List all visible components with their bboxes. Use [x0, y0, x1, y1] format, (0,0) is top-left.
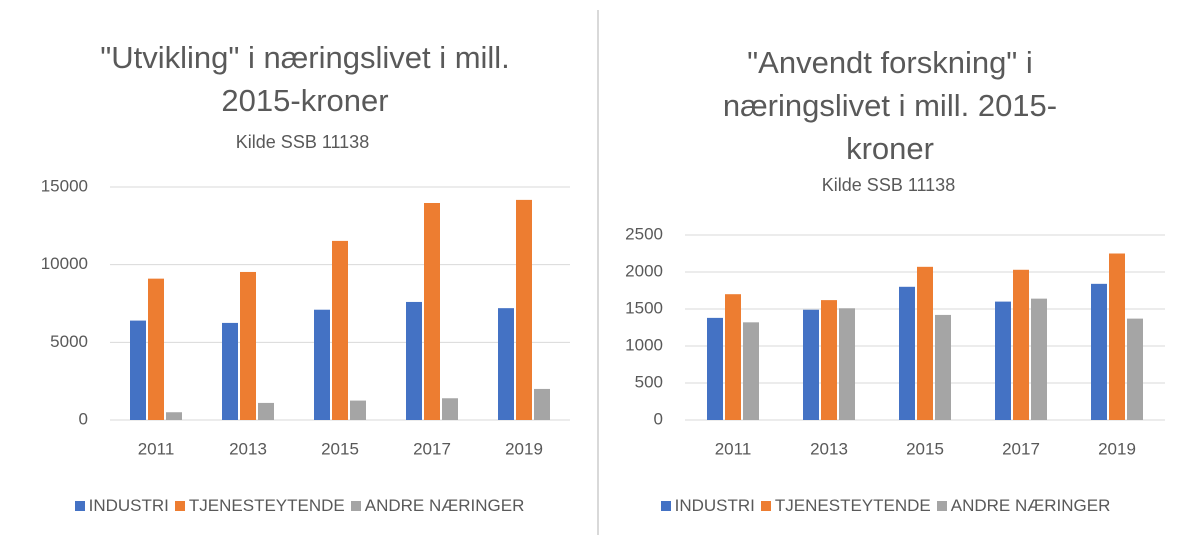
- bar: [148, 278, 164, 420]
- bar: [935, 314, 951, 420]
- legend: INDUSTRI TJENESTEYTENDE ANDRE NÆRINGER: [10, 496, 595, 516]
- legend-swatch: [660, 501, 671, 511]
- y-tick-label: 2000: [625, 261, 663, 280]
- chart: 0 500 1000 1500 2000 2500 2011 2013 2015 2017 2019: [625, 224, 1165, 458]
- bar: [406, 301, 422, 420]
- legend-item: TJENESTEYTENDE: [174, 496, 345, 515]
- x-tick-label: 2011: [715, 439, 752, 458]
- bar: [725, 294, 741, 420]
- legend-label: INDUSTRI: [674, 496, 755, 515]
- bar: [803, 309, 819, 420]
- bar: [240, 271, 256, 420]
- legend-label: TJENESTEYTENDE: [188, 496, 345, 515]
- chart: 0 5000 10000 15000 2011 2013 2015 2017 2019: [41, 176, 570, 458]
- legend-swatch: [174, 501, 185, 511]
- y-tick-label: 0: [654, 409, 663, 428]
- x-tick-label: 2019: [505, 439, 543, 458]
- bar: [1109, 253, 1125, 420]
- legend: INDUSTRI TJENESTEYTENDE ANDRE NÆRINGER: [600, 496, 1177, 516]
- bar: [166, 412, 182, 420]
- bar: [498, 308, 514, 420]
- x-tick-label: 2013: [229, 439, 267, 458]
- y-tick-label: 10000: [41, 254, 88, 273]
- bar: [995, 301, 1011, 420]
- x-tick-label: 2017: [413, 439, 451, 458]
- legend-item: TJENESTEYTENDE: [760, 496, 931, 515]
- bar: [314, 309, 330, 420]
- legend-item: ANDRE NÆRINGER: [350, 496, 525, 515]
- bar: [839, 308, 855, 420]
- x-tick-label: 2017: [1002, 439, 1040, 458]
- legend-swatch: [74, 501, 85, 511]
- chart-subtitle: Kilde SSB 11138: [235, 132, 370, 152]
- bar: [350, 400, 366, 420]
- bar: [442, 398, 458, 420]
- y-tick-label: 500: [635, 372, 663, 391]
- bar: [1031, 298, 1047, 420]
- x-tick-label: 2011: [138, 439, 175, 458]
- bar: [743, 322, 759, 420]
- bar: [332, 240, 348, 420]
- x-tick-label: 2013: [810, 439, 848, 458]
- y-tick-label: 5000: [50, 332, 88, 351]
- legend-swatch: [350, 501, 361, 511]
- bar: [516, 199, 532, 420]
- x-tick-label: 2015: [321, 439, 359, 458]
- bar: [258, 402, 274, 420]
- bar: [917, 266, 933, 420]
- y-tick-label: 0: [79, 409, 88, 428]
- bar: [424, 202, 440, 420]
- x-tick-label: 2019: [1098, 439, 1136, 458]
- bar: [707, 317, 723, 420]
- chart-subtitle: Kilde SSB 11138: [821, 175, 956, 195]
- y-tick-label: 1000: [625, 335, 663, 354]
- divider: [597, 10, 599, 535]
- y-tick-label: 15000: [41, 176, 88, 195]
- bar: [821, 300, 837, 420]
- legend-label: ANDRE NÆRINGER: [364, 496, 525, 515]
- legend-label: INDUSTRI: [88, 496, 169, 515]
- chart-panel: "Utvikling" i næringslivet i mill. 2015-…: [10, 10, 595, 535]
- bar: [130, 320, 146, 420]
- legend-swatch: [936, 501, 947, 511]
- y-tick-label: 2500: [625, 224, 663, 243]
- bar: [222, 322, 238, 420]
- x-tick-label: 2015: [906, 439, 944, 458]
- legend-label: TJENESTEYTENDE: [774, 496, 931, 515]
- bar: [899, 286, 915, 420]
- chart-title: "Utvikling" i næringslivet i mill. 2015-…: [100, 40, 510, 118]
- chart-title: "Anvendt forskning" i næringslivet i mil…: [722, 45, 1058, 166]
- chart-panel: "Anvendt forskning" i næringslivet i mil…: [600, 10, 1177, 535]
- legend-item: INDUSTRI: [74, 496, 169, 515]
- legend-label: ANDRE NÆRINGER: [950, 496, 1111, 515]
- y-tick-label: 1500: [625, 298, 663, 317]
- legend-item: INDUSTRI: [660, 496, 755, 515]
- bar: [1091, 283, 1107, 420]
- legend-item: ANDRE NÆRINGER: [936, 496, 1111, 515]
- legend-swatch: [760, 501, 771, 511]
- bar: [1127, 318, 1143, 420]
- bar: [1013, 269, 1029, 420]
- bar: [534, 388, 550, 420]
